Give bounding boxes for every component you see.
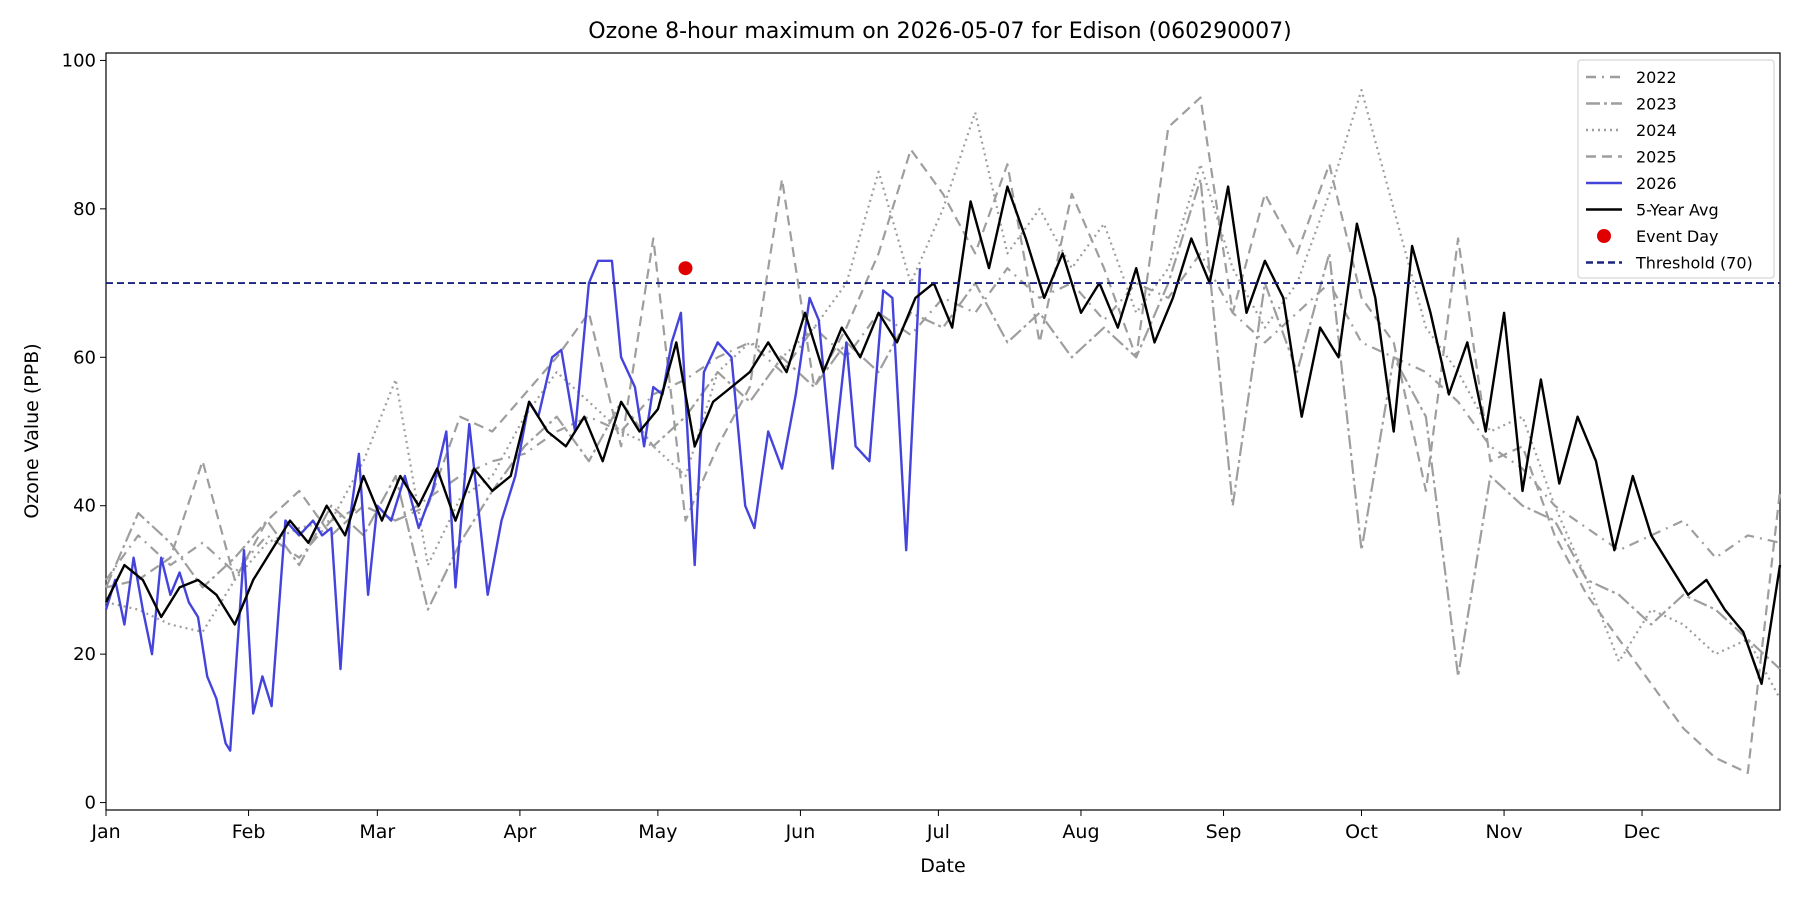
series-line-2024: [105, 88, 1781, 700]
y-tick-label: 100: [62, 50, 96, 71]
legend-label: 5-Year Avg: [1636, 201, 1719, 220]
x-tick-label: May: [638, 821, 677, 843]
x-axis: Jan Feb Mar Apr May Jun Jul Aug Sep Oct Nov Dec: [90, 810, 1660, 843]
series-line-2026: [104, 259, 922, 752]
y-tick-label: 80: [73, 199, 96, 220]
event-day-marker: [678, 261, 693, 276]
y-axis: 0 20 40 60 80 100: [62, 50, 106, 814]
legend-label: 2024: [1636, 121, 1677, 140]
legend-items: 2022 2023 2024 2025 2026 5-Year Avg Event Day T…: [1586, 68, 1753, 273]
legend-label: Event Day: [1636, 227, 1719, 246]
x-tick-label: Nov: [1486, 821, 1523, 843]
legend-label: 2026: [1636, 174, 1677, 193]
y-tick-label: 40: [73, 496, 96, 517]
series-line-5-year-avg: [104, 185, 1782, 685]
legend-label: 2025: [1636, 148, 1677, 167]
event-layer: [678, 261, 693, 276]
plot-area: [104, 52, 1782, 811]
x-tick-label: Dec: [1624, 821, 1661, 843]
y-tick-label: 60: [73, 347, 96, 368]
y-tick-label: 20: [73, 644, 96, 665]
x-tick-label: Feb: [232, 821, 266, 843]
y-tick-label: 0: [85, 793, 96, 814]
x-tick-label: Apr: [503, 821, 536, 843]
y-axis-label: Ozone Value (PPB): [21, 343, 43, 518]
legend-label: Threshold (70): [1635, 254, 1753, 273]
x-tick-label: Jan: [90, 821, 120, 843]
legend-box: [1577, 59, 1775, 279]
x-tick-label: Aug: [1062, 821, 1099, 843]
series-line-2023: [104, 178, 1781, 678]
series-line-2022: [105, 252, 1781, 581]
x-tick-label: Sep: [1206, 821, 1242, 843]
legend-label: 2022: [1636, 68, 1677, 87]
x-tick-label: Oct: [1345, 821, 1378, 843]
x-axis-label: Date: [920, 855, 965, 877]
x-tick-label: Jul: [926, 821, 950, 843]
x-tick-label: Mar: [359, 821, 395, 843]
series-layer: [104, 88, 1782, 775]
x-tick-label: Jun: [785, 821, 816, 843]
plot-frame: [105, 52, 1781, 811]
chart-title: Ozone 8-hour maximum on 2026-05-07 for E…: [588, 19, 1291, 44]
legend-swatch: [1597, 229, 1611, 243]
legend-label: 2023: [1636, 95, 1677, 114]
legend: 2022 2023 2024 2025 2026 5-Year Avg Event Day T…: [1577, 59, 1775, 279]
